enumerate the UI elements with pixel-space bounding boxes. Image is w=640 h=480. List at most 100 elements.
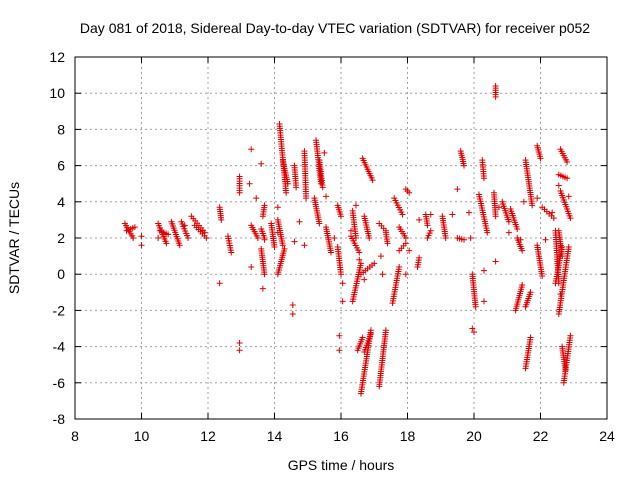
plot-frame [74, 56, 608, 420]
data-point [402, 235, 409, 241]
y-tick-label: 0 [57, 266, 65, 282]
x-tick-label: 20 [466, 428, 482, 444]
data-point [181, 222, 188, 229]
data-point [567, 332, 574, 339]
data-point [328, 249, 335, 256]
y-tick-label: 6 [57, 158, 65, 174]
data-point [165, 231, 172, 238]
data-point [550, 215, 557, 222]
y-tick-label: -4 [53, 339, 66, 355]
data-point [259, 213, 266, 220]
data-point [534, 195, 541, 202]
data-point [274, 204, 281, 211]
data-point [289, 311, 296, 318]
data-point [562, 367, 569, 374]
data-point [301, 242, 308, 249]
data-point [559, 253, 566, 260]
data-point [359, 334, 366, 341]
data-point [279, 242, 286, 249]
data-point [514, 225, 521, 232]
data-point [163, 240, 170, 247]
data-point [261, 236, 268, 243]
data-point [339, 280, 346, 287]
x-axis-title: GPS time / hours [288, 457, 395, 473]
x-tick-label: 8 [71, 428, 79, 444]
data-point [472, 303, 479, 310]
data-point [379, 271, 386, 278]
data-point [203, 235, 210, 241]
data-point [352, 235, 359, 241]
data-point [176, 242, 183, 249]
data-point [248, 146, 255, 153]
data-point [284, 180, 291, 187]
data-point [480, 267, 487, 274]
data-point [484, 229, 491, 236]
data-point [356, 249, 363, 256]
data-point [469, 325, 476, 332]
data-point [557, 291, 564, 298]
y-tick-label: -8 [53, 411, 66, 427]
data-point [406, 189, 413, 196]
y-tick-label: -2 [53, 302, 66, 318]
data-point [303, 195, 310, 202]
data-point [130, 235, 137, 241]
y-tick-label: -6 [53, 375, 66, 391]
data-point [323, 193, 330, 200]
data-point [316, 220, 323, 227]
data-point [246, 180, 253, 187]
data-point [218, 216, 225, 223]
data-point [461, 162, 468, 169]
data-point [461, 236, 468, 243]
y-axis-title: SDTVAR / TECUs [6, 182, 22, 294]
data-point [529, 202, 536, 209]
data-point [274, 229, 281, 236]
data-point [352, 202, 359, 209]
data-point [336, 332, 343, 339]
data-point [281, 245, 288, 252]
data-point [466, 209, 473, 216]
data-point [382, 327, 389, 334]
data-point [367, 330, 374, 337]
data-point [542, 236, 549, 243]
data-point [261, 271, 268, 278]
data-point [155, 235, 162, 241]
data-point [520, 198, 527, 205]
y-tick-labels: -8 -6 -4 -2 0 2 4 6 8 10 12 [49, 49, 65, 427]
data-point [454, 186, 461, 193]
data-point [236, 347, 243, 354]
data-point [356, 256, 363, 263]
data-point [338, 271, 344, 278]
data-point [258, 160, 265, 167]
data-point [283, 189, 290, 196]
data-point [492, 213, 499, 220]
data-point [492, 93, 499, 100]
x-tick-label: 14 [267, 428, 283, 444]
data-point [449, 211, 456, 218]
data-point [271, 244, 278, 251]
grid-lines [75, 57, 607, 419]
data-point [236, 189, 243, 196]
data-point [347, 227, 354, 234]
data-point [384, 240, 391, 247]
data-point [565, 244, 572, 251]
x-tick-label: 10 [134, 428, 150, 444]
data-point [399, 211, 406, 218]
data-point [519, 247, 526, 254]
chart-title: Day 081 of 2018, Sidereal Day-to-day VTE… [80, 20, 590, 36]
data-point [537, 155, 544, 162]
data-point [519, 282, 526, 289]
data-point [406, 247, 413, 254]
y-tick-label: 8 [57, 121, 65, 137]
y-tick-label: 10 [49, 85, 65, 101]
data-point [138, 242, 145, 249]
data-point [357, 260, 364, 267]
data-point [402, 271, 409, 278]
data-point [517, 236, 524, 243]
data-point [480, 298, 487, 305]
data-point [505, 218, 512, 225]
data-markers [121, 82, 574, 397]
data-point [321, 149, 328, 156]
y-tick-label: 2 [57, 230, 65, 246]
x-tick-label: 16 [333, 428, 349, 444]
x-tick-label: 12 [200, 428, 216, 444]
